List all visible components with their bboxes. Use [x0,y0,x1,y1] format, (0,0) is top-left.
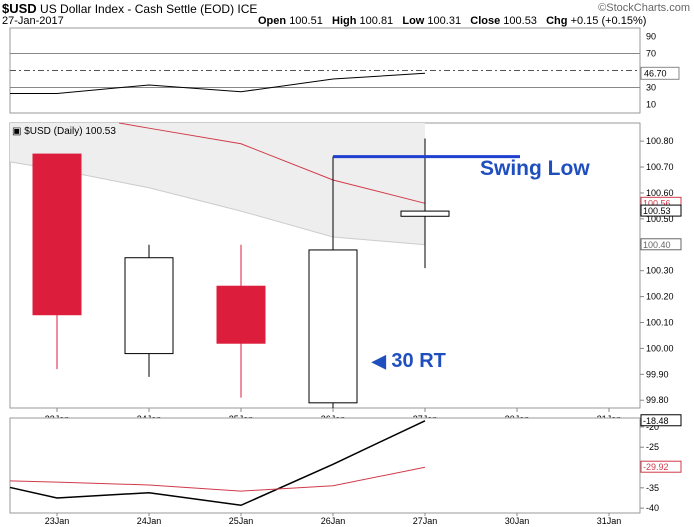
open-label: Open [258,15,287,27]
price-y-tick-label: 100.30 [646,266,674,276]
candle-body [124,257,174,355]
lower-indicator-line [9,420,426,507]
price-value-label: 100.40 [643,240,671,250]
chart-date: 27-Jan-2017 [2,15,64,27]
price-y-tick-label: 99.90 [646,369,669,379]
lower-x-tick-label: 24Jan [137,516,162,526]
upper-y-tick-label: 30 [646,83,656,93]
price-panel-label: ▣ $USD (Daily) 100.53 [12,126,116,137]
price-y-tick-label: 100.20 [646,292,674,302]
lower-x-tick-label: 25Jan [229,516,254,526]
lower-y-tick-label: -20 [646,422,659,432]
lower-x-tick-label: 23Jan [45,516,70,526]
chart-title: $USD US Dollar Index - Cash Settle (EOD)… [2,1,257,16]
left-arrow-icon: ◀ [372,351,386,371]
lower-x-tick-label: 27Jan [413,516,438,526]
high-label: High [332,15,357,27]
price-value-label: 100.56 [643,198,671,208]
upper-value-box [640,66,680,80]
upper-y-tick-label: 90 [646,32,656,42]
candle-body [216,285,266,344]
upper-indicator-line [10,72,426,94]
lower-y-tick-label: -40 [646,503,659,513]
lower-indicator-line [9,466,426,492]
lower-y-tick-label: -35 [646,483,659,493]
price-y-tick-label: 99.80 [646,395,669,405]
high-value: 100.81 [359,15,394,27]
rt-annotation: ◀ 30 RT [372,350,446,373]
moving-average-line [118,122,426,204]
symbol-label: $USD [2,1,37,16]
price-y-tick-label: 100.50 [646,214,674,224]
watermark: ©StockCharts.com [598,2,690,14]
lower-value-box [640,414,682,427]
symbol-description: US Dollar Index - Cash Settle (EOD) ICE [40,2,258,16]
open-value: 100.51 [289,15,323,27]
close-label: Close [470,15,501,27]
rt-label: 30 RT [391,350,446,372]
candle-body [308,249,358,404]
bollinger-band-area [10,123,425,245]
swing-low-annotation: Swing Low [480,157,590,180]
low-value: 100.31 [427,15,462,27]
price-value-box [640,204,682,217]
price-y-tick-label: 100.10 [646,318,674,328]
upper-value-label: 46.70 [644,68,667,78]
ohlc-readout: Open 100.51 High 100.81 Low 100.31 Close… [258,15,646,27]
price-value-label: 100.53 [643,206,671,216]
lower-y-tick-label: -25 [646,442,659,452]
lower-value-label: -18.48 [643,416,669,426]
upper-panel-frame [9,27,641,114]
candle-body [32,153,82,316]
upper-y-tick-label: 10 [646,100,656,110]
lower-x-tick-label: 31Jan [597,516,622,526]
price-y-tick-label: 100.00 [646,343,674,353]
lower-x-tick-label: 30Jan [505,516,530,526]
lower-value-box [640,460,682,473]
price-value-box [640,238,682,251]
price-y-tick-label: 100.70 [646,162,674,172]
lower-value-label: -29.92 [643,462,669,472]
lower-x-tick-label: 26Jan [321,516,346,526]
upper-y-tick-label: 70 [646,49,656,59]
chg-value: +0.15 (+0.15%) [570,15,647,27]
lower-panel-frame [9,417,641,514]
low-label: Low [402,15,425,27]
close-value: 100.53 [503,15,537,27]
price-y-tick-label: 100.60 [646,188,674,198]
price-y-tick-label: 100.80 [646,136,674,146]
candle-body [400,210,450,217]
chg-label: Chg [546,15,568,27]
